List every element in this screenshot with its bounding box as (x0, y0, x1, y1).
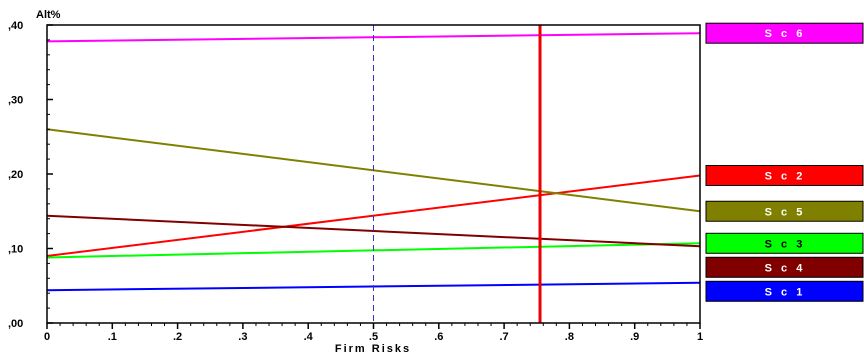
legend-label: S c 1 (765, 286, 806, 298)
y-tick-label: ,20 (8, 169, 23, 181)
x-tick-label: .6 (434, 331, 443, 343)
legend-label: S c 4 (765, 262, 806, 274)
y-tick-label: ,30 (8, 95, 23, 107)
legend-swatch (705, 200, 864, 222)
y-tick-label: ,10 (8, 244, 23, 256)
legend-swatch (705, 22, 864, 44)
legend-item-sc6: S c 6 (705, 22, 864, 44)
reference-lines (373, 25, 542, 323)
x-tick-label: 1 (697, 331, 703, 343)
x-axis-ticks: 0 .1 .2 .3 .4 .5 .6 .7 .8 .9 1 (44, 323, 703, 343)
x-tick-label: .3 (238, 331, 247, 343)
x-tick-label: 0 (44, 331, 50, 343)
x-tick-label: .8 (565, 331, 574, 343)
legend-label: S c 2 (765, 170, 806, 182)
x-tick-label: .9 (630, 331, 639, 343)
x-tick-label: .1 (108, 331, 117, 343)
x-tick-label: .5 (369, 331, 378, 343)
x-tick-label: .7 (500, 331, 509, 343)
y-axis-ticks: ,00 ,10 ,20 ,30 ,40 (8, 20, 53, 330)
legend-item-sc4: S c 4 (705, 256, 864, 278)
legend: S c 6 S c 2 S c 5 S c 3 S c 4 S c 1 (705, 22, 864, 302)
x-tick-label: .4 (304, 331, 314, 343)
legend-label: S c 6 (765, 28, 806, 40)
legend-label: S c 3 (765, 238, 806, 250)
x-axis-title: Firm Risks (335, 343, 411, 355)
legend-swatch (705, 256, 864, 278)
legend-item-sc1: S c 1 (705, 280, 864, 302)
legend-item-sc2: S c 2 (705, 164, 864, 186)
x-tick-label: .2 (173, 331, 182, 343)
legend-swatch (705, 232, 864, 254)
legend-item-sc3: S c 3 (705, 232, 864, 254)
plot-lines (46, 32, 701, 292)
y-axis-title: Alt% (36, 9, 61, 21)
legend-item-sc5: S c 5 (705, 200, 864, 222)
legend-swatch (705, 164, 864, 186)
y-tick-label: ,40 (8, 20, 23, 32)
y-tick-label: ,00 (8, 318, 23, 330)
legend-label: S c 5 (765, 206, 806, 218)
legend-swatch (705, 280, 864, 302)
